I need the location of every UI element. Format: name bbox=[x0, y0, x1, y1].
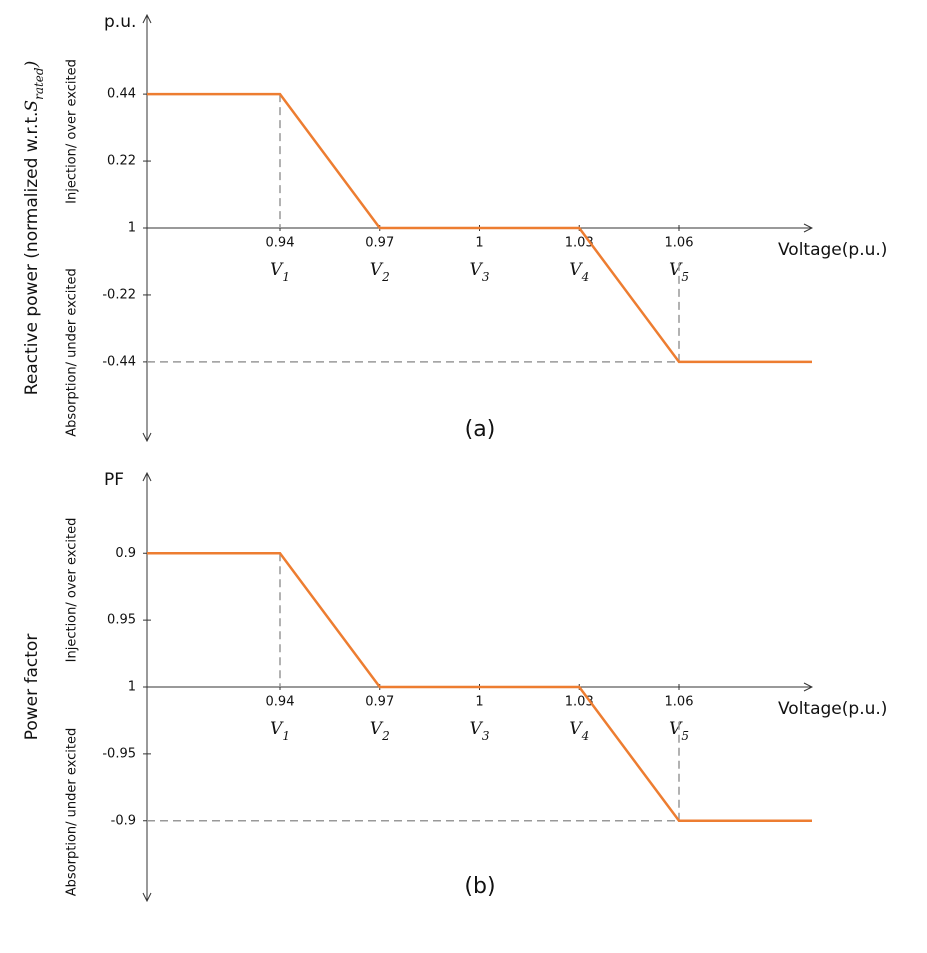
x-tick-label: 1.06 bbox=[665, 236, 694, 251]
x-tick-symbol: V4 bbox=[569, 719, 589, 743]
unit-label: PF bbox=[104, 470, 124, 490]
lower-label: Absorption/ under excited bbox=[65, 728, 80, 896]
subscript: 4 bbox=[581, 270, 590, 284]
y-tick-label: 0.22 bbox=[107, 154, 136, 169]
caption: (a) bbox=[465, 417, 496, 442]
subscript: 1 bbox=[282, 729, 290, 743]
subscript: 5 bbox=[681, 270, 689, 284]
subscript: 2 bbox=[381, 270, 390, 284]
x-tick-symbol: V3 bbox=[470, 260, 490, 284]
symbol: V bbox=[370, 260, 384, 280]
y-tick-label: -0.22 bbox=[102, 287, 136, 302]
y-tick-label: -0.44 bbox=[102, 354, 136, 369]
y-axis-label: Power factor bbox=[22, 634, 42, 741]
x-tick-label: 1.06 bbox=[665, 695, 694, 710]
y-axis-label-part: rated bbox=[32, 67, 46, 100]
upper-label: Injection/ over excited bbox=[65, 518, 80, 663]
lower-label: Absorption/ under excited bbox=[65, 268, 80, 436]
x-tick-label: 1 bbox=[475, 236, 483, 251]
y-axis-label: Reactive power (normalized w.r.t.Srated) bbox=[22, 61, 46, 395]
symbol: V bbox=[470, 719, 484, 739]
x-tick-label: 0.94 bbox=[266, 236, 295, 251]
symbol: V bbox=[270, 260, 284, 280]
y-tick-label: 0.44 bbox=[107, 87, 136, 102]
subscript: 1 bbox=[282, 270, 290, 284]
symbol: V bbox=[569, 260, 583, 280]
y-axis-label-part: S bbox=[22, 100, 42, 112]
x-tick-symbol: V3 bbox=[470, 719, 490, 743]
subscript: 3 bbox=[482, 270, 490, 284]
x-tick-label: 0.94 bbox=[266, 695, 295, 710]
x-tick-label: 0.97 bbox=[365, 236, 394, 251]
y-tick-label: -0.9 bbox=[111, 813, 136, 828]
subscript: 4 bbox=[581, 729, 590, 743]
symbol: V bbox=[569, 719, 583, 739]
x-tick-symbol: V2 bbox=[370, 260, 390, 284]
y-tick-label: 1 bbox=[128, 680, 136, 695]
x-tick-label: 0.97 bbox=[365, 695, 394, 710]
subscript: 5 bbox=[681, 729, 689, 743]
x-tick-symbol: V1 bbox=[270, 260, 290, 284]
subscript: 2 bbox=[381, 729, 390, 743]
x-axis-label: Voltage(p.u.) bbox=[778, 240, 887, 260]
symbol: V bbox=[270, 719, 284, 739]
y-axis-label-part: Reactive power (normalized w.r.t. bbox=[22, 112, 42, 396]
x-tick-label: 1 bbox=[475, 695, 483, 710]
x-tick-symbol: V4 bbox=[569, 260, 589, 284]
x-tick-symbol: V2 bbox=[370, 719, 390, 743]
subscript: 3 bbox=[482, 729, 490, 743]
y-tick-label: 0.9 bbox=[115, 546, 136, 561]
y-tick-label: -0.95 bbox=[102, 746, 136, 761]
unit-label: p.u. bbox=[104, 12, 136, 32]
y-tick-label: 1 bbox=[128, 221, 136, 236]
symbol: V bbox=[370, 719, 384, 739]
upper-label: Injection/ over excited bbox=[65, 59, 80, 204]
x-tick-symbol: V1 bbox=[270, 719, 290, 743]
y-axis-label-part: ) bbox=[22, 61, 42, 69]
x-axis-label: Voltage(p.u.) bbox=[778, 699, 887, 719]
y-axis-label-part: Power factor bbox=[22, 634, 42, 741]
symbol: V bbox=[470, 260, 484, 280]
series-line bbox=[147, 92, 812, 364]
series-line bbox=[147, 552, 812, 822]
y-tick-label: 0.95 bbox=[107, 613, 136, 628]
caption: (b) bbox=[464, 874, 495, 899]
